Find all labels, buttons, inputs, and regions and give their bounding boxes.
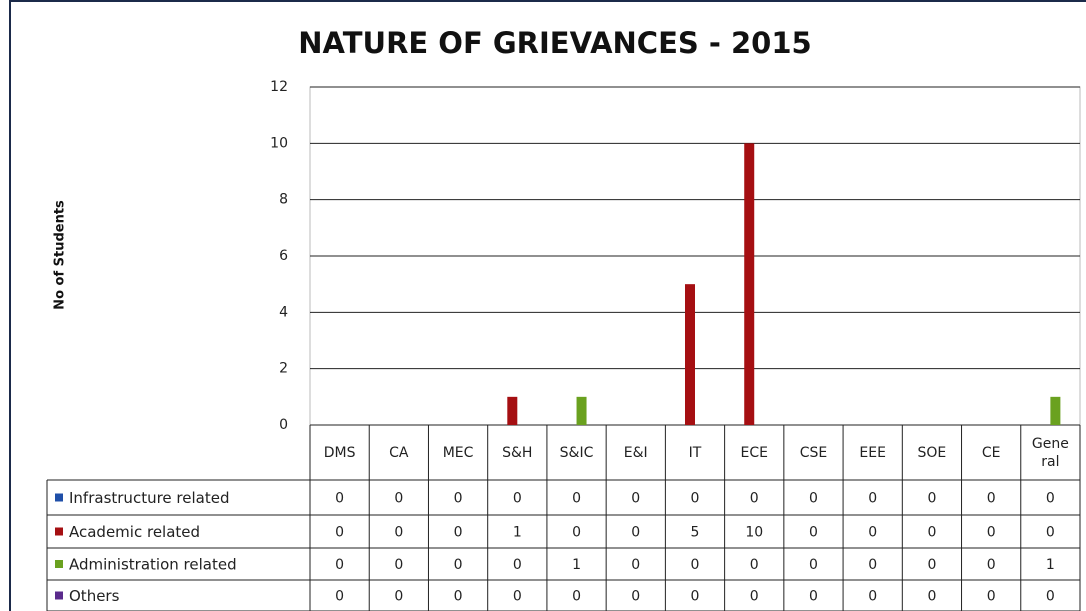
bar — [685, 284, 695, 425]
table-value: 0 — [868, 525, 877, 541]
x-tick-label: E&I — [623, 444, 648, 461]
table-value: 0 — [927, 557, 936, 573]
table-value: 5 — [691, 525, 700, 541]
x-tick-label: SOE — [917, 444, 947, 461]
x-tick-label: General — [1031, 435, 1069, 470]
y-tick-label: 0 — [279, 417, 288, 433]
x-tick-label: CE — [981, 444, 1001, 461]
chart-title: NATURE OF GRIEVANCES - 2015 — [298, 26, 811, 60]
table-value: 10 — [745, 525, 763, 541]
x-tick-label: ECE — [740, 444, 768, 461]
table-value: 0 — [691, 557, 700, 573]
table-value: 0 — [868, 557, 877, 573]
bar — [507, 396, 518, 425]
table-value: 0 — [394, 491, 403, 507]
table-value: 0 — [987, 589, 996, 605]
table-value: 0 — [513, 491, 522, 507]
legend-swatch — [55, 527, 63, 536]
x-tick-label: MEC — [442, 444, 474, 461]
x-tick-label: IT — [688, 444, 702, 461]
table-value: 0 — [572, 491, 581, 507]
table-value: 0 — [809, 589, 818, 605]
table-value: 0 — [572, 525, 581, 541]
table-value: 1 — [1046, 557, 1055, 573]
table-value: 0 — [868, 491, 877, 507]
x-tick-label: CA — [389, 444, 409, 461]
y-tick-label: 10 — [270, 135, 288, 151]
table-value: 0 — [631, 525, 640, 541]
y-tick-label: 8 — [279, 192, 288, 208]
table-value: 0 — [927, 525, 936, 541]
legend-label: Academic related — [69, 523, 200, 541]
bar — [1050, 396, 1061, 425]
legend-swatch — [55, 591, 63, 600]
legend-label: Administration related — [69, 556, 237, 574]
y-tick-label: 2 — [279, 361, 288, 377]
table-value: 0 — [335, 491, 344, 507]
table-value: 0 — [631, 557, 640, 573]
table-value: 0 — [691, 491, 700, 507]
table-value: 0 — [750, 557, 759, 573]
table-value: 0 — [335, 589, 344, 605]
table-value: 0 — [335, 557, 344, 573]
x-tick-label: S&H — [502, 444, 533, 461]
bar — [744, 143, 755, 426]
table-value: 0 — [394, 557, 403, 573]
y-tick-label: 4 — [279, 304, 288, 320]
x-tick-label: S&IC — [559, 444, 594, 461]
table-value: 0 — [927, 491, 936, 507]
table-value: 0 — [454, 589, 463, 605]
table-value: 0 — [809, 525, 818, 541]
x-tick-label: EEE — [859, 444, 886, 461]
table-value: 0 — [987, 557, 996, 573]
x-tick-label: CSE — [799, 444, 828, 461]
table-value: 0 — [987, 525, 996, 541]
table-value: 0 — [513, 589, 522, 605]
legend-swatch — [55, 560, 63, 568]
x-tick-label: DMS — [323, 444, 356, 461]
table-value: 0 — [513, 557, 522, 573]
legend-label: Others — [69, 587, 120, 605]
table-value: 0 — [394, 589, 403, 605]
table-value: 0 — [454, 491, 463, 507]
bar — [576, 396, 587, 425]
table-value: 0 — [572, 589, 581, 605]
legend-label: Infrastructure related — [69, 489, 229, 507]
table-value: 0 — [750, 491, 759, 507]
table-value: 0 — [1046, 491, 1055, 507]
y-tick-label: 6 — [279, 248, 288, 264]
table-value: 0 — [868, 589, 877, 605]
table-value: 1 — [572, 557, 581, 573]
table-value: 0 — [335, 525, 344, 541]
table-value: 0 — [1046, 525, 1055, 541]
table-value: 1 — [513, 525, 522, 541]
table-value: 0 — [927, 589, 936, 605]
table-value: 0 — [691, 589, 700, 605]
table-value: 0 — [987, 491, 996, 507]
table-value: 0 — [809, 557, 818, 573]
table-value: 0 — [1046, 589, 1055, 605]
table-value: 0 — [454, 525, 463, 541]
table-value: 0 — [394, 525, 403, 541]
legend-swatch — [55, 493, 63, 502]
frame — [9, 0, 1086, 611]
table-value: 0 — [750, 589, 759, 605]
table-value: 0 — [809, 491, 818, 507]
table-value: 0 — [454, 557, 463, 573]
table-value: 0 — [631, 491, 640, 507]
table-value: 0 — [631, 589, 640, 605]
y-axis-label: No of Students — [53, 200, 68, 310]
y-tick-label: 12 — [270, 79, 288, 95]
